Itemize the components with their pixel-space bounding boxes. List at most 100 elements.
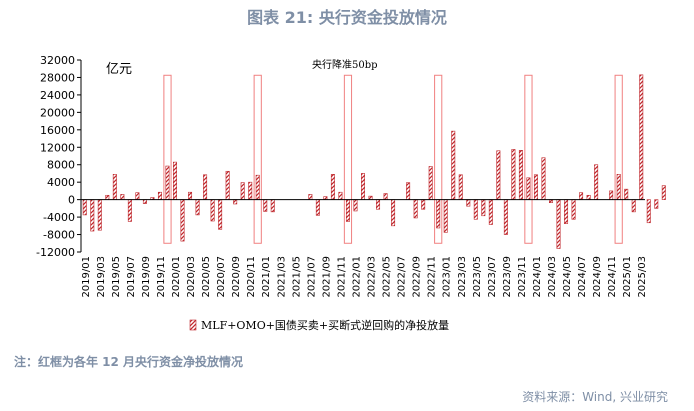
bar — [639, 74, 644, 200]
bar — [218, 199, 223, 230]
bar — [248, 181, 253, 200]
x-tick-label: 2023/11 — [517, 256, 528, 298]
x-tick-label: 2019/03 — [96, 256, 107, 298]
y-tick-label: -12000 — [36, 246, 75, 259]
bar — [413, 199, 418, 219]
bar — [383, 193, 388, 200]
x-tick-label: 2021/07 — [306, 256, 317, 298]
bar — [315, 199, 320, 216]
y-tick-label: 20000 — [40, 106, 75, 119]
x-tick-label: 2021/01 — [261, 256, 272, 298]
x-tick-label: 2022/09 — [412, 256, 423, 298]
x-tick-label: 2021/05 — [291, 256, 302, 298]
bar — [195, 199, 200, 216]
bar — [488, 199, 493, 225]
x-tick-label: 2021/11 — [336, 256, 347, 298]
x-tick-label: 2025/01 — [622, 256, 633, 298]
x-tick-label: 2020/01 — [171, 256, 182, 298]
x-tick-label: 2024/03 — [547, 256, 558, 298]
bar — [135, 192, 140, 200]
bar — [526, 177, 531, 200]
bar — [90, 199, 95, 232]
x-tick-label: 2024/01 — [532, 256, 543, 298]
bar — [376, 199, 381, 210]
bar — [165, 165, 170, 200]
bar — [82, 199, 87, 216]
x-tick-label: 2019/01 — [81, 256, 92, 298]
bar — [203, 174, 208, 200]
bar — [263, 199, 268, 212]
bar — [308, 194, 313, 200]
x-tick-label: 2022/05 — [382, 256, 393, 298]
december-highlight-box — [253, 74, 262, 244]
source-note: 资料来源：Wind, 兴业研究 — [522, 390, 668, 404]
bar — [120, 194, 125, 200]
bar — [661, 185, 666, 200]
bar — [345, 199, 350, 222]
bar — [511, 149, 516, 200]
bar — [255, 174, 260, 200]
x-tick-label: 2025/03 — [637, 256, 648, 298]
bar — [428, 166, 433, 200]
unit-label: 亿元 — [106, 62, 132, 77]
bar — [188, 191, 193, 200]
x-tick-label: 2022/03 — [367, 256, 378, 298]
bar — [127, 199, 132, 222]
bar — [421, 199, 426, 210]
bar — [391, 199, 396, 227]
bar — [406, 182, 411, 200]
x-tick-label: 2023/07 — [487, 256, 498, 298]
y-tick-label: 24000 — [40, 89, 75, 102]
bar — [541, 157, 546, 200]
bar — [616, 174, 621, 200]
bar — [240, 182, 245, 200]
bar — [368, 195, 373, 200]
bar — [473, 199, 478, 220]
x-tick-label: 2020/03 — [186, 256, 197, 298]
y-tick-label: 28000 — [40, 71, 75, 84]
bar — [436, 199, 441, 229]
bar — [210, 199, 215, 222]
x-tick-label: 2020/05 — [201, 256, 212, 298]
x-tick-label: 2024/07 — [577, 256, 588, 298]
bar — [503, 199, 508, 235]
x-tick-label: 2020/11 — [246, 256, 257, 298]
december-highlight-box — [343, 74, 353, 244]
bar — [157, 191, 162, 200]
bar — [180, 199, 185, 242]
bar — [173, 161, 177, 200]
x-tick-label: 2019/09 — [141, 256, 152, 298]
x-tick-label: 2021/03 — [276, 256, 287, 298]
bar — [586, 194, 591, 200]
y-tick-label: 8000 — [47, 159, 75, 172]
annotation-label: 央行降准50bp — [312, 58, 378, 71]
x-tick-label: 2022/11 — [427, 256, 438, 298]
december-highlight-box — [614, 74, 623, 244]
bar — [533, 174, 538, 200]
y-tick-label: 32000 — [40, 54, 75, 67]
bar — [338, 191, 343, 200]
x-tick-label: 2020/09 — [231, 256, 242, 298]
bar — [654, 199, 659, 209]
bar — [556, 199, 561, 249]
x-tick-label: 2019/07 — [126, 256, 137, 298]
x-tick-label: 2024/11 — [607, 256, 618, 298]
bar — [481, 199, 486, 217]
y-tick-label: 12000 — [40, 141, 75, 154]
y-tick-label: -4000 — [43, 211, 75, 224]
x-tick-label: 2023/05 — [472, 256, 483, 298]
bar — [624, 188, 629, 200]
bar — [564, 199, 569, 224]
legend-swatch — [189, 319, 197, 331]
bar — [330, 174, 335, 200]
x-tick-label: 2021/09 — [321, 256, 332, 298]
bar — [518, 150, 523, 200]
bar — [646, 199, 651, 224]
bar — [353, 199, 358, 212]
bar — [579, 192, 584, 200]
bar — [105, 194, 110, 200]
bar — [361, 173, 365, 200]
bar — [142, 199, 147, 204]
y-tick-label: 16000 — [40, 124, 75, 137]
